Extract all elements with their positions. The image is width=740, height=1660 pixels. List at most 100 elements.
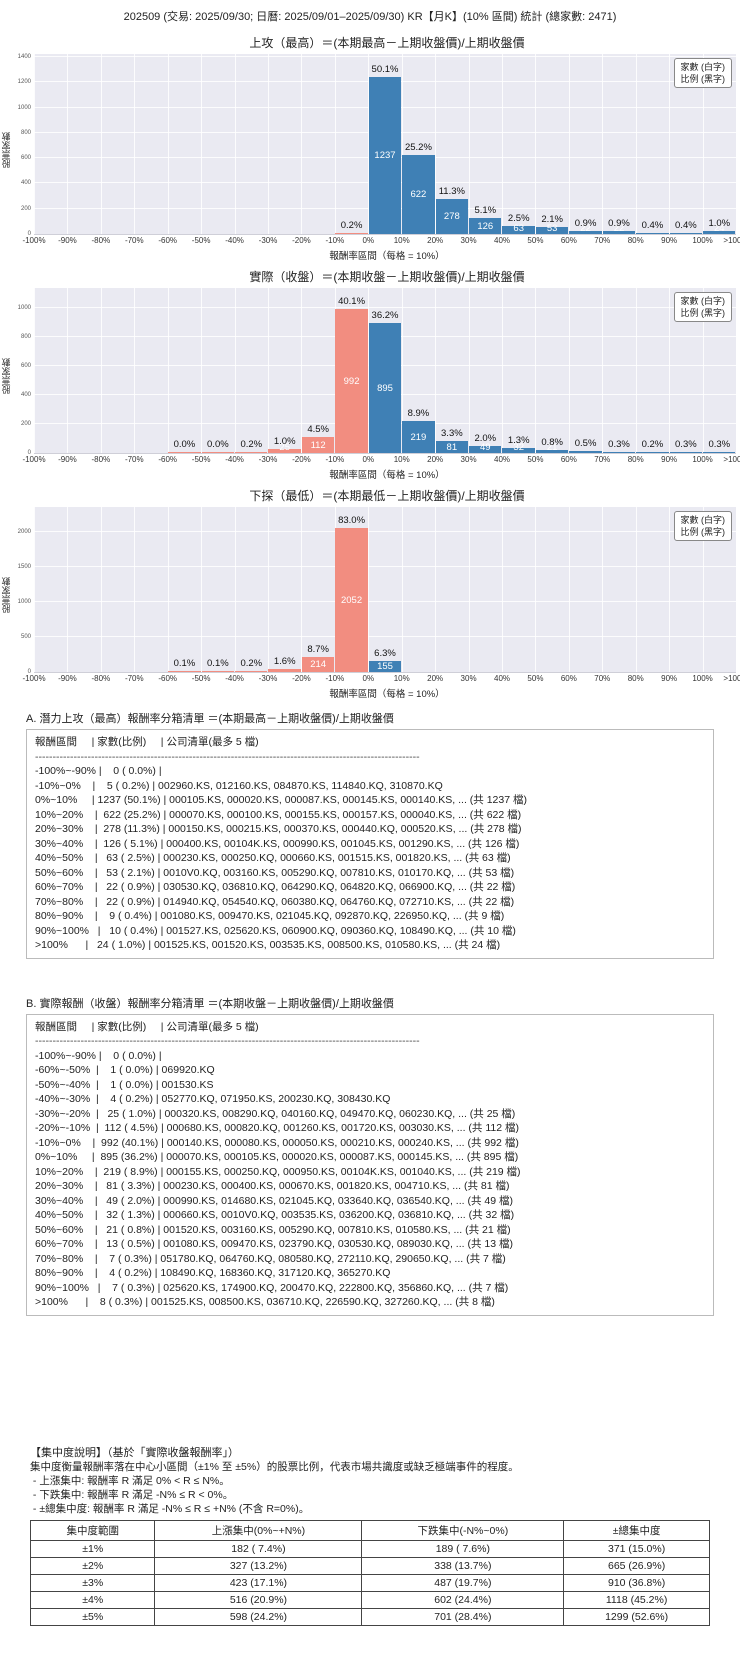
bar-pct-label: 4.5%: [307, 423, 329, 435]
bar-pct-label: 2.5%: [507, 213, 530, 224]
list-row: 20%~30% | 278 (11.3%) | 000150.KS, 00021…: [35, 823, 522, 835]
bar: [402, 154, 435, 234]
gridline-vertical: [268, 288, 269, 453]
bar-count-label: 53: [546, 223, 558, 234]
x-tick-label: 0%: [362, 236, 375, 245]
concentration-desc: 集中度衡量報酬率落在中心小區間（±1% 至 ±5%）的股票比例，代表市場共識度或…: [30, 1460, 519, 1473]
y-tick-label: 1000: [17, 599, 31, 606]
x-tick-label: >100%: [723, 455, 740, 464]
list-row: 0%~10% | 895 (36.2%) | 000070.KS, 000105…: [35, 1151, 519, 1163]
bar: [502, 448, 535, 453]
gridline-vertical: [100, 288, 102, 453]
gridline-vertical: [602, 507, 604, 672]
x-tick-label: -20%: [292, 236, 311, 245]
bar-count-label: 63: [513, 223, 524, 234]
table-row: ±4% 516 (20.9%) 602 (24.4%) 1118 (45.2%): [29, 1590, 710, 1609]
concentration-bullet: - 上漲集中: 報酬率 R 滿足 0% < R ≤ N%。: [30, 1474, 230, 1487]
gridline-vertical: [736, 54, 737, 234]
plot-area: 家數 (白字) 比例 (黑字) 0 500 1000 1500 2000 0.1% 0.1%…: [18, 507, 737, 675]
list-row: -100%~-90% | 0 ( 0.0%) |: [35, 1049, 162, 1062]
bar: [502, 226, 535, 234]
bar: [235, 671, 268, 672]
x-tick-label: -90%: [58, 455, 77, 464]
bar-pct-label: 3.3%: [441, 428, 463, 440]
bar-count-label: 81: [446, 442, 458, 453]
gridline-vertical: [201, 288, 203, 453]
bar-count-label: 622: [410, 189, 427, 201]
gridline-vertical: [602, 288, 604, 453]
bar-pct-label: 0.1%: [173, 658, 196, 669]
list-row: >100% | 8 ( 0.3%) | 001525.KS, 008500.KS…: [35, 1296, 495, 1308]
y-tick-label: 0: [27, 669, 31, 675]
chart-title: 上攻（最高）＝(本期最高－上期收盤價)/上期收盤價: [249, 36, 525, 50]
chart-title: 實際（收盤）＝(本期收盤－上期收盤價)/上期收盤價: [249, 270, 525, 284]
bar: [335, 233, 368, 234]
bar: [368, 322, 402, 453]
table-cell: 910 (36.8%): [563, 1573, 710, 1592]
x-tick-label: -30%: [258, 236, 278, 245]
x-tick-label: 60%: [560, 455, 577, 464]
bar-count-label: 32: [513, 442, 524, 453]
bar: [368, 661, 402, 672]
x-tick-label: 10%: [393, 674, 410, 683]
gridline-vertical: [401, 54, 403, 234]
bar-count-label: 126: [477, 221, 494, 232]
x-tick-label: -70%: [124, 236, 144, 245]
list-row: -50%~-40% | 1 ( 0.0%) | 001530.KS: [35, 1078, 214, 1091]
x-axis-label: 報酬率區間（每格 = 10%）: [329, 251, 445, 262]
x-tick-label: 20%: [427, 674, 444, 683]
y-tick-label: 1200: [17, 79, 31, 86]
x-tick-label: 70%: [594, 236, 611, 245]
legend-line-count: 家數 (白字): [680, 515, 726, 525]
bar-pct-label: 0.4%: [641, 219, 664, 231]
chart-upside-high: 上攻（最高）＝(本期最高－上期收盤價)/上期收盤價 股票家數 家數 (白字) 比…: [0, 34, 740, 262]
bar: [469, 217, 502, 234]
y-tick-label: 1500: [17, 564, 31, 571]
table-row: ±3% 423 (17.1%) 487 (19.7%) 910 (36.8%): [29, 1573, 710, 1592]
gridline-vertical: [167, 54, 169, 234]
bar: [435, 198, 469, 234]
list-row: 80%~90% | 9 ( 0.4%) | 001080.KS, 009470.…: [35, 910, 505, 922]
bar-count-label: 22: [613, 223, 625, 234]
x-tick-label: -60%: [158, 674, 178, 683]
gridline-vertical: [34, 54, 35, 234]
list-row: 50%~60% | 21 ( 0.8%) | 001520.KS, 003160…: [35, 1223, 511, 1236]
gridline-vertical: [334, 54, 336, 234]
y-tick-label: 600: [20, 363, 31, 370]
table-header-cell: 集中度範圍: [29, 1519, 156, 1541]
bar: [569, 231, 602, 234]
gridline-vertical: [67, 288, 69, 453]
bar-pct-label: 0.3%: [608, 438, 630, 450]
x-tick-label: -90%: [58, 236, 77, 245]
bar-pct-label: 0.2%: [240, 658, 263, 669]
bar-count-label: 21: [546, 442, 558, 453]
table-cell: 598 (24.2%): [154, 1607, 363, 1626]
x-tick-label: 40%: [493, 674, 511, 683]
x-tick-label: >100%: [723, 236, 740, 245]
table-row: ±5% 598 (24.2%) 701 (28.4%) 1299 (52.6%): [29, 1607, 710, 1626]
gridline-horizontal: [34, 531, 736, 533]
gridline-vertical: [100, 54, 102, 234]
list-row: 40%~50% | 63 ( 2.5%) | 000230.KS, 000250…: [35, 852, 511, 864]
gridline-vertical: [301, 507, 303, 672]
gridline-vertical: [167, 288, 169, 453]
gridline-vertical: [702, 288, 704, 453]
x-tick-label: -20%: [292, 455, 311, 464]
gridline-vertical: [234, 507, 236, 672]
gridline-vertical: [435, 507, 437, 672]
section-a-box: 報酬區間 | 家數(比例) | 公司清單(最多 5 檔) -----------…: [26, 729, 714, 959]
chart-legend: 家數 (白字) 比例 (黑字): [673, 511, 732, 541]
bar-pct-label: 6.3%: [374, 648, 396, 660]
bar-pct-label: 0.2%: [240, 439, 263, 450]
bar-pct-label: 36.2%: [371, 309, 399, 321]
bar-pct-label: 50.1%: [371, 63, 399, 75]
list-row: 10%~20% | 219 ( 8.9%) | 000155.KS, 00025…: [35, 1165, 521, 1178]
x-tick-label: -90%: [58, 674, 77, 683]
bar-pct-label: 2.0%: [474, 432, 497, 444]
gridline-vertical: [401, 288, 403, 453]
bar: [168, 452, 201, 453]
gridline-vertical: [568, 54, 570, 234]
bar-pct-label: 40.1%: [338, 295, 366, 307]
bar-pct-label: 11.3%: [438, 185, 465, 197]
bar-pct-label: 0.2%: [641, 439, 664, 450]
